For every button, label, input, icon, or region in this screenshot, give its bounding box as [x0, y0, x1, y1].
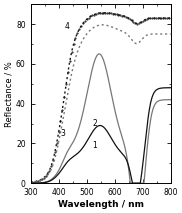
- Text: 1: 1: [93, 141, 97, 150]
- Text: 4: 4: [65, 22, 69, 30]
- X-axis label: Wavelength / nm: Wavelength / nm: [58, 200, 144, 209]
- Y-axis label: Reflectance / %: Reflectance / %: [4, 61, 13, 127]
- Text: 2: 2: [93, 119, 97, 128]
- Text: 3: 3: [60, 129, 65, 138]
